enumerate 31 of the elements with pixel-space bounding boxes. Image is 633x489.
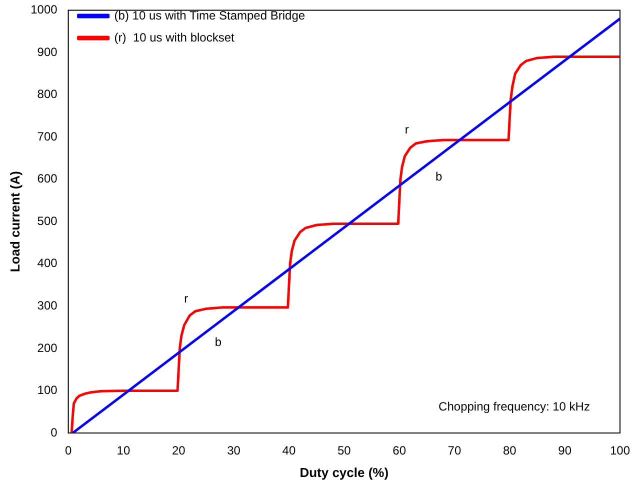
x-tick-label: 70 (448, 444, 462, 458)
annotation: b (436, 169, 443, 184)
y-tick-label: 900 (37, 44, 58, 59)
y-tick-label: 0 (50, 425, 58, 440)
x-axis-title: Duty cycle (%) (300, 464, 389, 480)
y-tick-label: 300 (37, 298, 58, 312)
x-tick-label: 30 (227, 444, 241, 458)
x-tick-label: 10 (116, 444, 130, 458)
y-tick-label: 600 (37, 172, 58, 186)
legend-label: (b) 10 us with Time Stamped Bridge (114, 8, 306, 22)
annotation: Chopping frequency: 10 kHz (438, 399, 590, 414)
x-tick-label: 90 (558, 444, 572, 458)
x-tick-label: 0 (64, 444, 72, 458)
x-tick-label: 40 (282, 444, 296, 458)
y-tick-label: 100 (37, 383, 58, 398)
x-tick-label: 50 (337, 444, 352, 458)
annotation: b (214, 335, 222, 350)
y-tick-label: 500 (37, 214, 58, 228)
y-tick-label: 700 (37, 129, 58, 144)
x-tick-label: 60 (392, 444, 406, 458)
y-tick-label: 400 (37, 256, 58, 270)
annotation: r (404, 122, 409, 136)
y-tick-label: 200 (37, 340, 58, 355)
x-tick-label: 100 (610, 444, 630, 458)
y-tick-label: 1000 (30, 2, 58, 17)
y-tick-label: 800 (37, 87, 58, 102)
y-axis-title: Load current (A) (7, 171, 22, 272)
x-tick-label: 80 (502, 444, 517, 458)
legend-label: (r) 10 us with blockset (114, 30, 235, 44)
annotation: r (184, 292, 188, 306)
x-tick-label: 20 (172, 444, 186, 458)
